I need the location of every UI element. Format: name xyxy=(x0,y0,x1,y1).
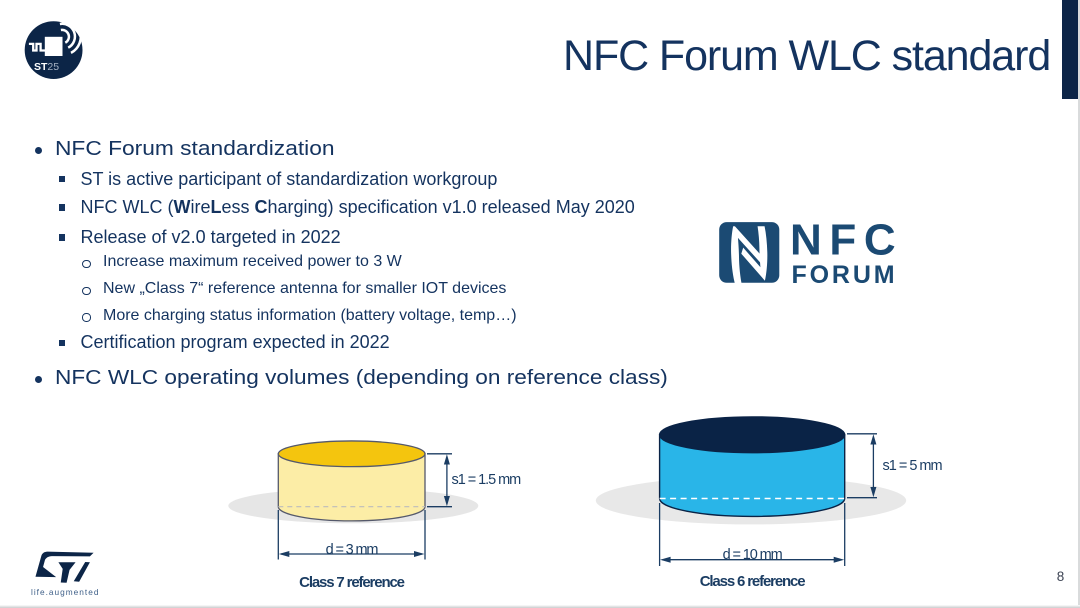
svg-text:ST25: ST25 xyxy=(34,61,59,73)
svg-text:NFC: NFC xyxy=(790,218,903,264)
svg-text:FORUM: FORUM xyxy=(792,261,898,288)
